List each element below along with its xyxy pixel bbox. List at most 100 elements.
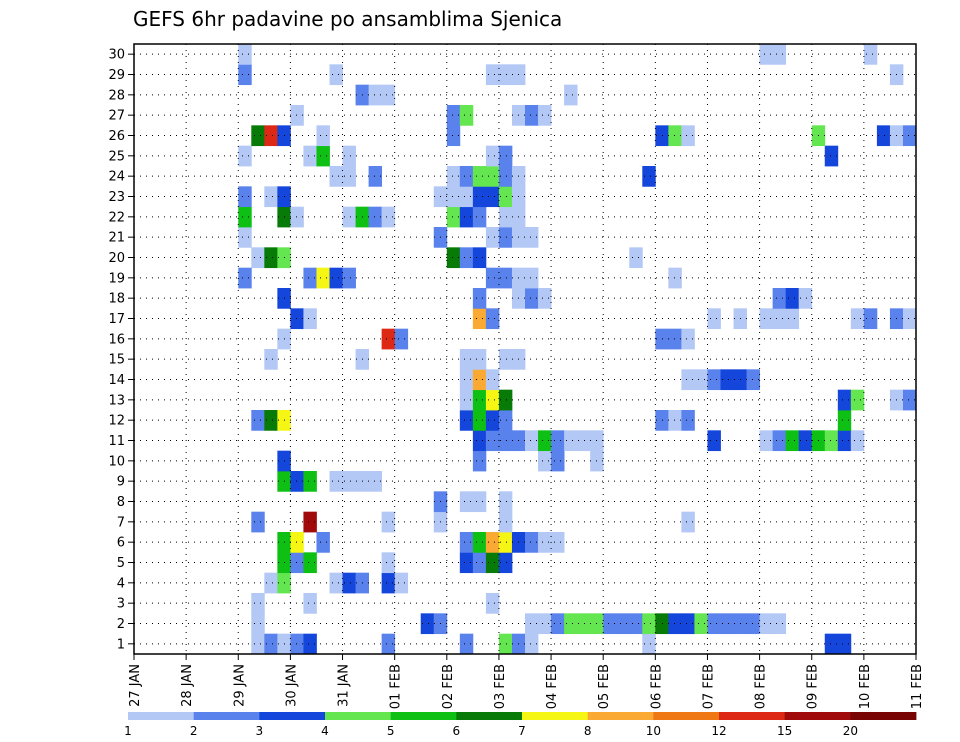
precip-cell xyxy=(303,471,317,492)
precip-cell xyxy=(472,186,487,208)
precip-cell xyxy=(459,552,474,574)
precip-cell xyxy=(459,389,474,411)
precip-cell xyxy=(837,633,852,655)
precip-cell xyxy=(342,206,356,228)
precip-cell xyxy=(850,389,865,411)
x-tick-label: 06 FEB xyxy=(649,664,664,709)
y-tick-label: 20 xyxy=(108,251,125,266)
precip-cell xyxy=(459,349,474,370)
y-tick-label: 19 xyxy=(108,271,125,286)
precip-cell xyxy=(381,328,396,350)
precip-cell xyxy=(342,572,356,594)
y-tick-label: 12 xyxy=(108,414,125,429)
y-tick-label: 14 xyxy=(108,373,125,388)
precip-cell xyxy=(472,166,487,187)
colorbar-label: 2 xyxy=(190,724,198,738)
precip-cell xyxy=(681,328,695,350)
precip-cell xyxy=(498,349,513,370)
y-tick-label: 29 xyxy=(108,68,125,83)
precip-cell xyxy=(498,633,513,655)
precip-cell xyxy=(564,84,578,106)
precip-cell xyxy=(303,593,317,614)
precip-cell xyxy=(485,369,500,391)
precip-cell xyxy=(485,430,500,452)
precip-cell xyxy=(381,206,396,228)
y-axis: 1234567891011121314151617181920212223242… xyxy=(108,48,134,652)
precip-cell xyxy=(264,349,278,370)
y-tick-label: 24 xyxy=(108,170,125,185)
precip-cell xyxy=(303,267,317,289)
precip-cell xyxy=(459,532,474,553)
precip-cell xyxy=(720,613,734,635)
precip-cell xyxy=(538,105,552,126)
colorbar-swatch xyxy=(850,712,917,720)
x-tick-label: 03 FEB xyxy=(493,664,508,709)
precip-cell xyxy=(485,267,500,289)
precip-cell xyxy=(681,613,695,635)
precip-cell xyxy=(238,267,252,289)
precip-cell xyxy=(863,44,878,65)
precip-cell xyxy=(525,288,539,309)
precip-cell xyxy=(772,430,787,452)
precip-cell xyxy=(251,613,265,635)
precip-cell xyxy=(668,125,682,147)
precip-cell xyxy=(290,308,304,330)
colorbar-label: 15 xyxy=(777,724,792,738)
precip-cell xyxy=(290,552,304,574)
precip-cell xyxy=(642,166,656,187)
colorbar-swatch xyxy=(587,712,654,720)
precip-cell xyxy=(329,166,343,187)
precip-cell xyxy=(824,633,839,655)
precip-cell xyxy=(564,613,578,635)
y-tick-label: 16 xyxy=(108,332,125,347)
x-tick-label: 11 FEB xyxy=(910,664,925,709)
precip-cell xyxy=(902,308,917,330)
precip-cell xyxy=(303,511,317,533)
precip-cell xyxy=(342,166,356,187)
precip-cell xyxy=(772,613,787,635)
precip-cell xyxy=(316,145,330,167)
x-tick-label: 05 FEB xyxy=(597,664,612,709)
x-axis: 27 JAN 28 JAN 29 JAN 30 JAN 31 JAN 01 FEB 02 F… xyxy=(128,654,925,709)
precip-cell xyxy=(251,511,265,533)
precip-cell xyxy=(668,267,682,289)
precip-cell xyxy=(759,430,774,452)
precip-cell xyxy=(759,44,774,65)
precip-cell xyxy=(850,430,865,452)
precip-cell xyxy=(381,572,396,594)
x-tick-label: 30 JAN xyxy=(284,664,299,707)
precip-cell xyxy=(707,430,721,452)
precip-cell xyxy=(498,64,513,86)
x-tick-label: 29 JAN xyxy=(232,664,247,707)
precip-cell xyxy=(824,145,839,167)
precip-cell xyxy=(264,125,278,147)
precip-cell xyxy=(525,267,539,289)
x-tick-label: 27 JAN xyxy=(128,664,143,707)
precip-cell xyxy=(668,328,682,350)
precip-cell xyxy=(603,613,617,635)
precip-cell xyxy=(525,227,539,248)
colorbar-label: 6 xyxy=(453,724,461,738)
precip-cell xyxy=(759,613,774,635)
y-tick-label: 11 xyxy=(108,434,125,449)
precip-cell xyxy=(303,633,317,655)
y-tick-label: 6 xyxy=(117,536,125,551)
precip-cell xyxy=(551,450,565,472)
precip-cell xyxy=(902,389,917,411)
precip-cell xyxy=(616,613,630,635)
precip-cell xyxy=(381,84,396,106)
precip-cell xyxy=(551,532,565,553)
precip-cell xyxy=(525,633,539,655)
precip-cell xyxy=(316,125,330,147)
precip-cell xyxy=(772,44,787,65)
y-tick-label: 9 xyxy=(117,475,125,490)
precip-cell xyxy=(472,430,487,452)
x-tick-label: 31 JAN xyxy=(337,664,352,707)
precip-cell xyxy=(251,410,265,431)
colorbar-swatch xyxy=(193,712,260,720)
precip-cell xyxy=(538,450,552,472)
precip-cell xyxy=(694,613,708,635)
precip-cell xyxy=(564,430,578,452)
y-tick-label: 5 xyxy=(117,556,125,571)
precip-cell xyxy=(485,64,500,86)
